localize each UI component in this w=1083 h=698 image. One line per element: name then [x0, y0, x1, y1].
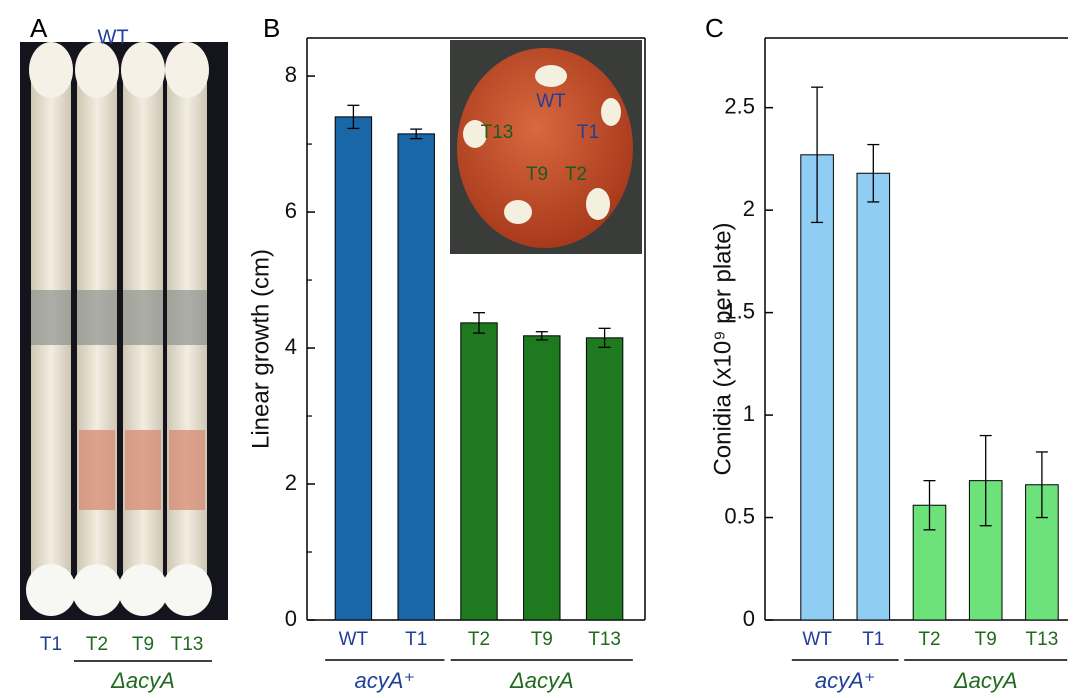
- y-tick-label: 2.5: [724, 93, 755, 118]
- tube-band: [77, 290, 117, 345]
- x-tick-label: WT: [802, 629, 832, 650]
- y-axis-label: Linear growth (cm): [247, 249, 274, 449]
- tube-plug: [162, 564, 212, 616]
- tube-cap: [29, 42, 73, 98]
- inset-label: T9: [526, 164, 548, 185]
- x-tick-label: T1: [862, 629, 884, 650]
- tube-label: T13: [171, 634, 204, 655]
- y-tick-label: 1.5: [724, 298, 755, 323]
- inset-label: T1: [577, 122, 599, 143]
- tube-spores: [169, 430, 205, 510]
- tube-cap: [165, 42, 209, 98]
- photo-label: WT: [97, 26, 128, 48]
- y-tick-label: 1: [743, 401, 755, 426]
- inset-photo: [450, 40, 642, 254]
- bar: [523, 335, 561, 621]
- tube-label: T9: [132, 634, 154, 655]
- group-label: ΔacyA: [509, 668, 574, 693]
- y-tick-label: 2: [285, 470, 297, 495]
- inset-label: WT: [536, 91, 566, 112]
- tube-band: [123, 290, 163, 345]
- x-tick-label: T9: [975, 629, 997, 650]
- photo: [20, 42, 228, 620]
- tube-cap: [121, 42, 165, 98]
- x-tick-label: T13: [1026, 629, 1059, 650]
- y-tick-label: 0.5: [724, 503, 755, 528]
- y-tick-label: 2: [743, 196, 755, 221]
- tube-band: [167, 290, 207, 345]
- y-tick-label: 6: [285, 198, 297, 223]
- tube-label: T1: [40, 634, 62, 655]
- tube-plug: [118, 564, 168, 616]
- inset-label: T13: [481, 122, 514, 143]
- bar: [334, 116, 373, 621]
- x-tick-label: T13: [588, 629, 621, 650]
- y-tick-label: 8: [285, 62, 297, 87]
- tube-spores: [125, 430, 161, 510]
- group-label: acyA⁺: [355, 668, 416, 693]
- panel-label: A: [30, 13, 48, 43]
- tube-band: [31, 290, 71, 345]
- y-tick-label: 0: [285, 606, 297, 631]
- y-tick-label: 4: [285, 334, 297, 359]
- panel-label: B: [263, 13, 280, 43]
- x-tick-label: T1: [405, 629, 427, 650]
- tube-label: T2: [86, 634, 108, 655]
- y-tick-label: 0: [743, 606, 755, 631]
- tube-plug: [72, 564, 122, 616]
- x-tick-label: WT: [339, 629, 369, 650]
- x-tick-label: T2: [918, 629, 940, 650]
- inset-label: T2: [565, 164, 587, 185]
- bar: [460, 322, 498, 621]
- x-tick-label: T9: [531, 629, 553, 650]
- tube-spores: [79, 430, 115, 510]
- tube-cap: [75, 42, 119, 98]
- group-label: acyA⁺: [815, 668, 876, 693]
- bar: [856, 172, 891, 621]
- group-label: ΔacyA: [953, 668, 1018, 693]
- group-label: ΔacyA: [110, 668, 175, 693]
- panel-label: C: [705, 13, 724, 43]
- bar: [800, 154, 834, 621]
- tube-plug: [26, 564, 76, 616]
- x-tick-label: T2: [468, 629, 490, 650]
- bar: [585, 337, 624, 621]
- bar: [397, 133, 435, 621]
- y-axis-label: Conidia (x10⁹ per plate): [709, 222, 736, 475]
